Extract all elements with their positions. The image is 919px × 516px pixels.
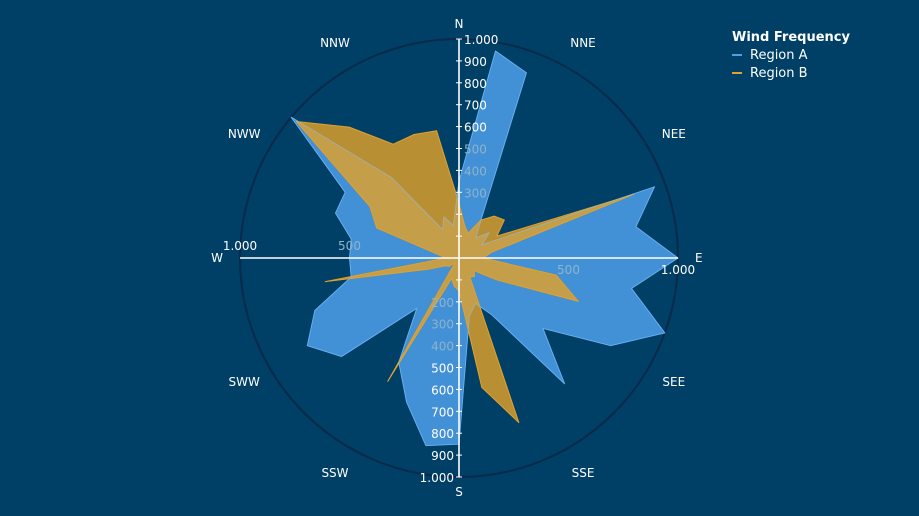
- radial-tick-label-north: 300: [464, 186, 487, 200]
- radial-tick-label-west: 1.000: [223, 239, 257, 253]
- direction-label-ssw: SSW: [321, 466, 348, 480]
- radial-tick-label-south: 300: [431, 318, 454, 332]
- radial-tick-label-north: 700: [464, 99, 487, 113]
- radial-tick-label-south: 400: [431, 340, 454, 354]
- legend-item-region-a[interactable]: Region A: [732, 46, 850, 64]
- radial-tick-label-south: 800: [431, 427, 454, 441]
- radial-tick-label-south: 600: [431, 383, 454, 397]
- radial-tick-label-south: 1.000: [420, 471, 454, 485]
- radial-tick-label-south: 500: [431, 362, 454, 376]
- direction-label-nnw: NNW: [320, 36, 350, 50]
- direction-label-e: E: [695, 251, 703, 265]
- radial-tick-label-north: 500: [464, 143, 487, 157]
- direction-label-sww: SWW: [229, 375, 260, 389]
- radial-tick-label-north: 600: [464, 121, 487, 135]
- direction-label-sse: SSE: [572, 466, 595, 480]
- radial-tick-label-north: 900: [464, 55, 487, 69]
- direction-label-s: S: [455, 485, 463, 499]
- radial-tick-label-north: 400: [464, 164, 487, 178]
- legend-label-region-a: Region A: [750, 47, 808, 63]
- legend-title: Wind Frequency: [732, 30, 850, 45]
- legend-label-region-b: Region B: [750, 65, 808, 81]
- legend-item-region-b[interactable]: Region B: [732, 64, 850, 82]
- radial-tick-label-south: 200: [431, 296, 454, 310]
- legend-swatch-region-a: [732, 54, 742, 56]
- radial-tick-label-north: 800: [464, 77, 487, 91]
- direction-label-nee: NEE: [662, 127, 686, 141]
- direction-label-see: SEE: [662, 375, 685, 389]
- direction-label-n: N: [455, 17, 464, 31]
- legend-swatch-region-b: [732, 72, 742, 74]
- radial-tick-label-east: 1.000: [661, 263, 695, 277]
- radial-tick-label-south: 900: [431, 449, 454, 463]
- direction-label-nne: NNE: [570, 36, 596, 50]
- direction-label-nww: NWW: [228, 127, 261, 141]
- legend: Wind Frequency Region A Region B: [732, 30, 850, 82]
- radial-tick-label-west: 500: [338, 239, 361, 253]
- radial-tick-label-north: 1.000: [464, 33, 498, 47]
- radial-tick-label-south: 700: [431, 405, 454, 419]
- direction-label-w: W: [211, 251, 223, 265]
- radial-tick-label-east: 500: [557, 263, 580, 277]
